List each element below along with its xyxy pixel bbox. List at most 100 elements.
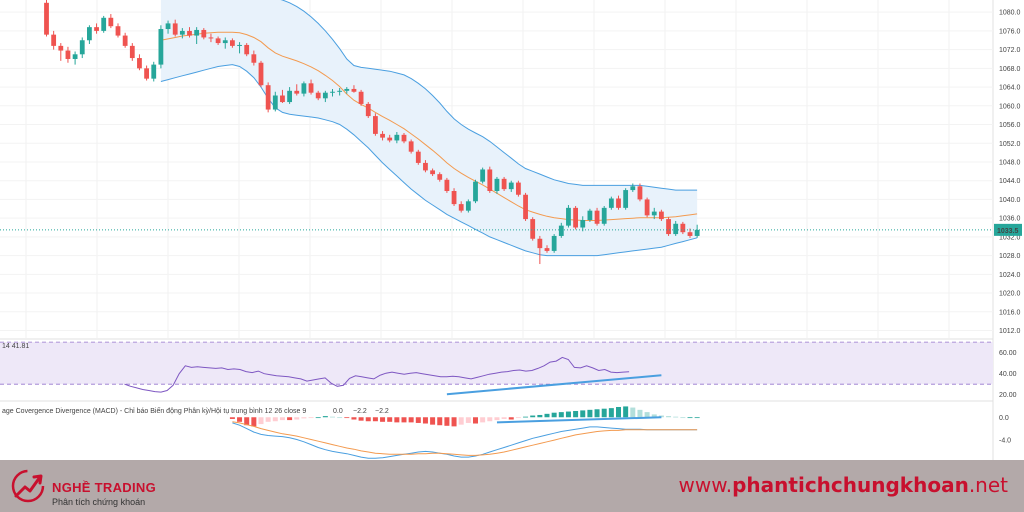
rsi-tick-label: 60.00 [999,350,1017,357]
candle-body [129,45,135,59]
macd-histogram-bar [537,414,543,418]
candle-body [458,204,464,211]
candle-body [523,194,528,220]
bollinger-fill [160,0,698,256]
price-tick-label: 1036.0 [999,216,1021,223]
price-tick-label: 1060.0 [999,103,1021,110]
candle-body [144,68,149,79]
candle-body [373,116,378,134]
macd-histogram-bar [544,413,550,418]
macd-divergence-line [496,416,662,424]
candle-body [680,223,686,233]
price-tick-label: 1076.0 [999,28,1021,35]
price-tick-label: 1068.0 [999,66,1021,73]
macd-header-value: −2.2 [375,408,389,415]
candle-body [616,198,621,208]
website-link[interactable]: www.phantichchungkhoan.net [679,473,1008,497]
candle-body [158,29,164,65]
macd-histogram-bar [623,406,629,418]
candle-body [394,134,400,141]
macd-histogram-bar [651,414,657,418]
candle-body [501,178,507,190]
candle-body [244,44,250,55]
price-tick-label: 1032.0 [999,234,1021,241]
candle-body [415,151,421,163]
candle-body [201,29,207,38]
candle-body [365,103,371,117]
candle-body [465,201,471,211]
price-tick-label: 1020.0 [999,291,1021,298]
candle-body [215,38,221,44]
candle-body [315,92,321,99]
price-tick-label: 1052.0 [999,141,1021,148]
macd-histogram-bar [279,417,285,421]
macd-histogram-bar [358,417,364,421]
macd-histogram-bar [630,407,636,418]
candle-body [308,83,314,93]
macd-line [232,422,698,459]
candle-body [651,211,657,216]
candle-body [487,169,493,192]
rsi-header-label: 14 41.81 [2,343,29,350]
price-tick-label: 1016.0 [999,309,1021,316]
candle-body [530,219,536,239]
price-tick-label: 1044.0 [999,178,1021,185]
candle-body [558,225,564,236]
macd-histogram-bar [258,417,264,425]
macd-histogram-bar [265,417,271,422]
candle-body [659,211,664,220]
macd-histogram-bar [287,417,293,421]
candle-body [115,26,121,36]
candle-body [508,182,514,190]
macd-histogram-bar [272,417,278,422]
macd-histogram-bar [437,417,443,426]
candle-body [165,23,171,30]
candle-body [151,64,157,79]
price-tick-label: 1072.0 [999,47,1021,54]
candle-body [79,40,85,55]
macd-histogram-bar [394,417,400,423]
macd-histogram-bar [422,417,428,424]
candle-body [494,178,500,192]
candle-body [272,95,278,110]
candle-body [72,54,78,59]
candle-body [179,30,185,35]
candle-body [637,186,643,200]
macd-histogram-bar [380,417,386,422]
candle-body [423,162,428,171]
candle-body [687,232,693,236]
macd-histogram-bar [573,410,579,418]
candle-body [65,50,71,59]
candle-body [108,17,114,27]
candle-body [551,235,557,251]
macd-histogram-bar [322,416,328,418]
macd-histogram-bar [430,417,436,425]
macd-histogram-bar [680,417,686,419]
candle-body [172,23,178,35]
candle-body [94,27,99,31]
macd-histogram-bar [451,417,457,427]
rsi-line [124,356,630,393]
candle-body [401,134,407,142]
price-tick-label: 1012.0 [999,328,1021,335]
price-tick-label: 1064.0 [999,85,1021,92]
macd-histogram-bar [372,417,378,422]
candle-body [265,85,271,110]
candle-body [208,37,214,39]
candle-body [87,27,92,41]
candle-body [237,44,242,46]
candle-body [58,45,64,51]
candle-body [337,90,343,92]
site-name: phantichchungkhoan [732,473,969,497]
brand-subtitle: Phân tích chứng khoán [52,497,146,507]
macd-histogram-bar [237,417,243,422]
rsi-divergence-line [446,374,662,396]
macd-histogram-bar [494,417,500,421]
macd-histogram-bar [687,417,693,419]
candle-body [101,17,107,31]
arrow-chart-icon [11,469,45,503]
macd-histogram-bar [551,412,557,418]
candle-body [544,248,550,251]
macd-header-value: 0.0 [333,408,343,415]
candle-body [573,207,578,228]
